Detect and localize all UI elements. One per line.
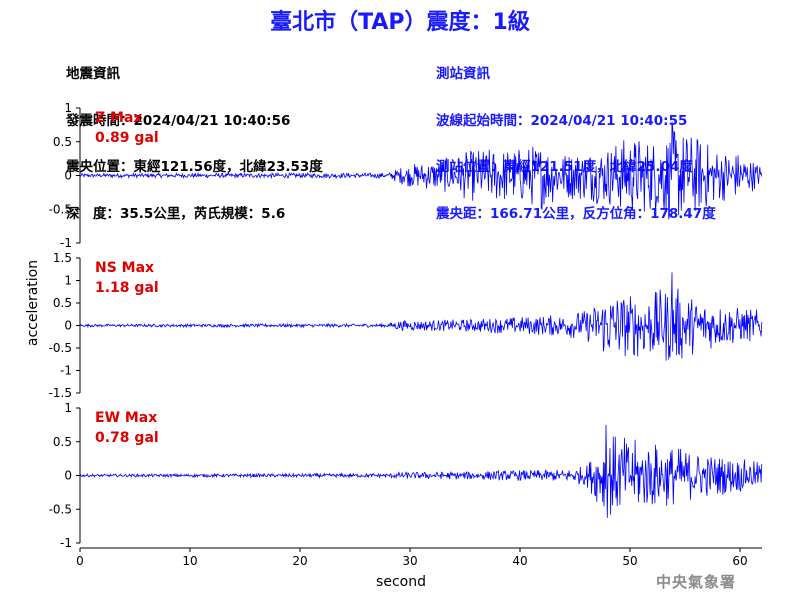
x-tick-label: 0 <box>76 554 84 568</box>
y-tick-label: -0.5 <box>49 341 72 355</box>
panel-z: -1 -0.5 0 0.5 1 Z Max 0.89 gal <box>49 101 763 250</box>
y-tick-label: -0.5 <box>49 202 72 216</box>
y-tick-label: -1 <box>60 236 72 250</box>
max-label-ns: NS Max <box>95 260 154 276</box>
y-tick-label: 1 <box>64 274 72 288</box>
distance-azimuth: 震央距：166.71公里，反方位角：178.47度 <box>436 205 716 222</box>
y-tick-label: -0.5 <box>49 502 72 516</box>
max-label-z: Z Max <box>95 110 142 126</box>
y-tick-label: 1 <box>64 401 72 415</box>
x-tick-label: 30 <box>402 554 417 568</box>
y-tick-label: 0 <box>64 319 72 333</box>
x-tick-label: 10 <box>182 554 197 568</box>
x-axis-label: second <box>376 574 426 590</box>
x-tick-label: 50 <box>622 554 637 568</box>
origin-time: 發震時間：2024/04/21 10:40:56 <box>66 112 291 129</box>
earthquake-info-heading: 地震資訊 <box>66 66 120 82</box>
y-axis-label: acceleration <box>25 260 41 346</box>
y-tick-label: -1 <box>60 536 72 550</box>
depth-magnitude: 深 度：35.5公里，芮氏規模：5.6 <box>66 205 286 222</box>
page-title: 臺北市（TAP）震度：1級 <box>270 10 530 35</box>
agency-logo-text: 中央氣象署 <box>656 573 737 591</box>
max-label-ew: EW Max <box>95 410 157 426</box>
wave-start-time: 波線起始時間：2024/04/21 10:40:55 <box>436 112 688 129</box>
panel-ew: -1 -0.5 0 0.5 1 EW Max 0.78 gal <box>49 401 763 550</box>
earthquake-info: 地震資訊 發震時間：2024/04/21 10:40:56 震央位置：東經121… <box>66 36 323 238</box>
y-tick-label: 0.5 <box>53 296 72 310</box>
y-tick-label: 1.5 <box>53 251 72 265</box>
max-value-z: 0.89 gal <box>95 130 159 146</box>
epicenter-location: 震央位置：東經121.56度，北緯23.53度 <box>66 159 323 175</box>
y-tick-label: 0.5 <box>53 135 72 149</box>
trace-z <box>79 121 763 220</box>
y-tick-label: 0.5 <box>53 435 72 449</box>
x-tick-label: 40 <box>512 554 527 568</box>
panel-ns: -1.5 -1 -0.5 0 0.5 1 1.5 NS Max 1.18 gal <box>49 251 763 400</box>
x-tick-label: 60 <box>732 554 747 568</box>
station-info-heading: 測站資訊 <box>436 66 490 82</box>
trace-ew <box>79 424 763 518</box>
x-tick-label: 20 <box>292 554 307 568</box>
y-tick-label: -1 <box>60 364 72 378</box>
max-value-ew: 0.78 gal <box>95 430 159 446</box>
y-tick-label: -1.5 <box>49 386 72 400</box>
max-value-ns: 1.18 gal <box>95 280 159 296</box>
trace-ns <box>79 272 763 361</box>
y-tick-label: 0 <box>64 169 72 183</box>
y-tick-label: 1 <box>64 101 72 115</box>
y-tick-label: 0 <box>64 469 72 483</box>
